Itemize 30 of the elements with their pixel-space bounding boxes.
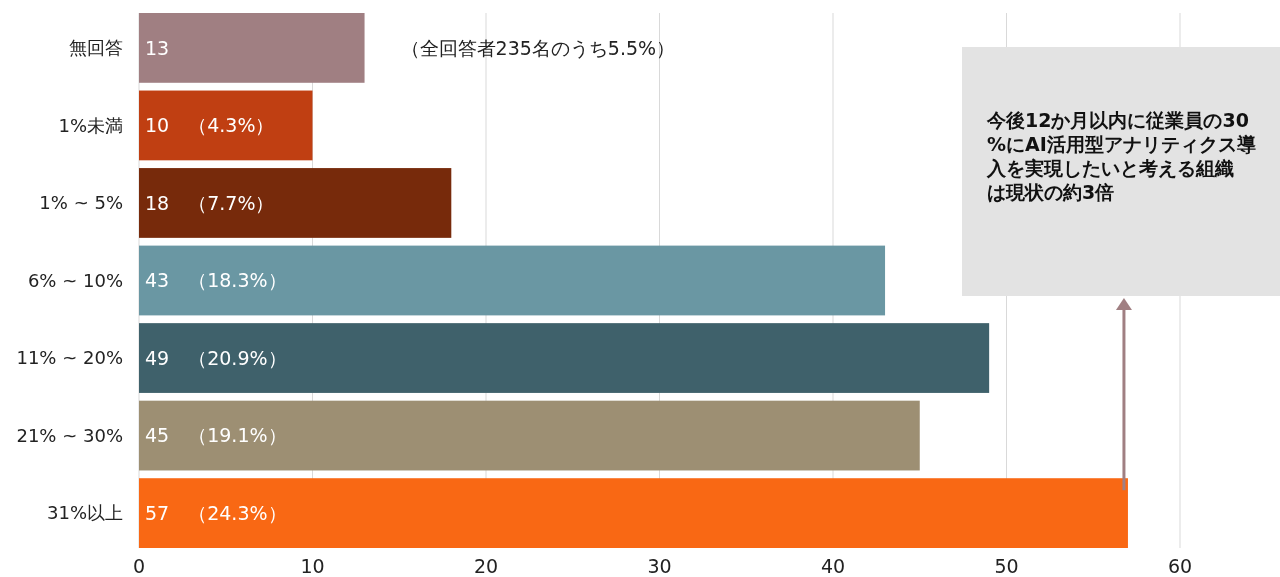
y-tick-label: 6% ~ 10% bbox=[27, 269, 123, 291]
y-tick-label: 11% ~ 20% bbox=[16, 347, 123, 369]
x-tick-label: 20 bbox=[473, 555, 499, 577]
bar bbox=[139, 168, 452, 238]
annotation: 今後12か月以内に従業員の30%にAI活用型アナリティクス導入を実現したいと考える組織は現状の約3倍 bbox=[986, 109, 1256, 203]
y-tick-label: 21% ~ 30% bbox=[16, 424, 123, 446]
data-label: 45 （19.1%） bbox=[145, 424, 287, 447]
data-label: 49 （20.9%） bbox=[145, 346, 287, 369]
annotation: （全回答者235名のうち5.5%） bbox=[400, 36, 676, 59]
data-label: 13 bbox=[145, 36, 170, 59]
bar bbox=[139, 400, 920, 471]
bar bbox=[139, 478, 1128, 548]
bar bbox=[139, 245, 886, 316]
bar bbox=[139, 13, 365, 83]
x-tick-label: 30 bbox=[647, 555, 672, 577]
x-tick-label: 10 bbox=[300, 555, 325, 577]
data-label: 18 （7.7%） bbox=[145, 191, 275, 214]
bar bbox=[139, 90, 313, 161]
data-label: 43 （18.3%） bbox=[145, 269, 287, 292]
y-tick-label: 無回答 bbox=[69, 37, 123, 59]
x-tick-label: 0 bbox=[132, 555, 146, 577]
y-tick-label: 31%以上 bbox=[46, 502, 123, 524]
data-label: 10 （4.3%） bbox=[145, 114, 275, 137]
x-tick-label: 50 bbox=[994, 555, 1019, 577]
data-label: 57 （24.3%） bbox=[145, 501, 287, 524]
bar bbox=[139, 323, 990, 393]
y-tick-label: 1%未満 bbox=[58, 114, 123, 136]
x-tick-label: 60 bbox=[1167, 555, 1193, 577]
y-tick-label: 1% ~ 5% bbox=[39, 192, 123, 214]
x-tick-label: 40 bbox=[820, 555, 846, 577]
